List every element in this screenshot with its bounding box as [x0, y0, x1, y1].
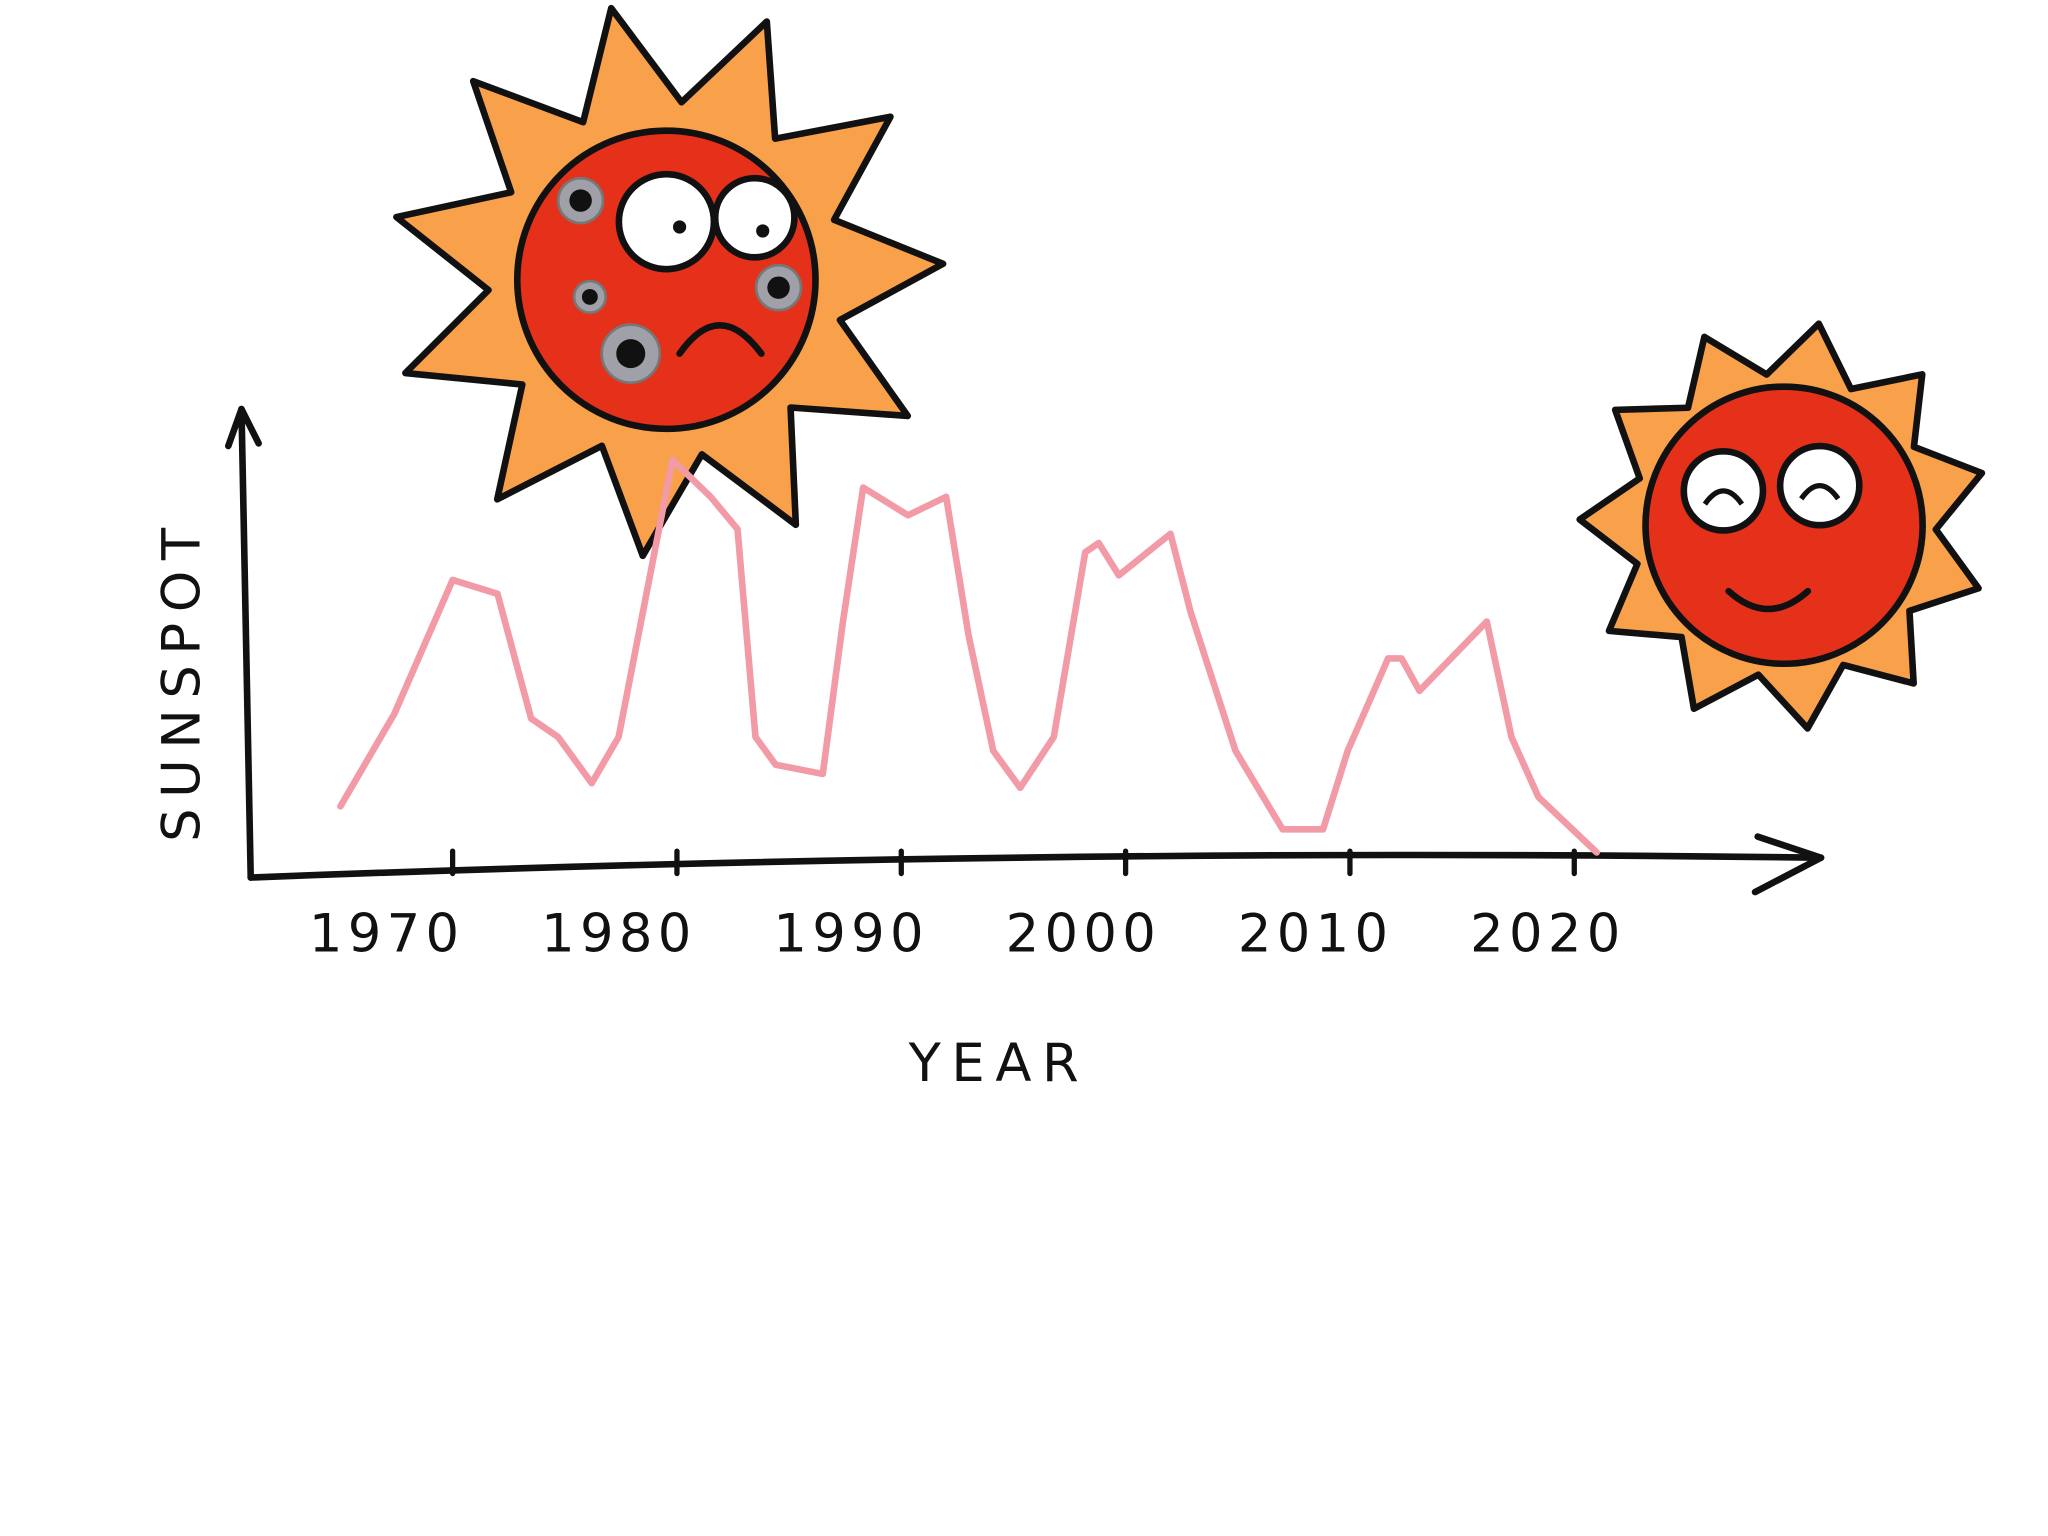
sunspot-core: [569, 189, 592, 212]
x-tick-label: 1990: [773, 904, 928, 965]
eye: [711, 174, 798, 261]
sun-disc: [1642, 383, 1926, 668]
eye-smile: [1799, 483, 1841, 501]
x-tick-label: 2020: [1470, 904, 1625, 965]
y-axis-arrow: [224, 405, 262, 450]
sunspot-core: [581, 288, 598, 305]
eye-smile: [1702, 488, 1745, 506]
sunspot-core: [767, 276, 790, 299]
decoration: [393, 4, 1986, 732]
smile: [1725, 587, 1812, 613]
eye: [615, 170, 718, 273]
x-tick-label: 2000: [1006, 904, 1161, 965]
frown: [676, 322, 765, 357]
x-axis-label: YEAR: [908, 1033, 1090, 1094]
y-axis-label: SUNSPOT: [151, 517, 212, 842]
pupil: [672, 220, 687, 234]
x-tick-label: 1970: [309, 904, 464, 965]
sunspot-core: [616, 339, 646, 369]
y-axis: [238, 405, 255, 881]
line: [337, 456, 1600, 856]
x-tick-label: 1980: [541, 904, 696, 965]
x-axis: [247, 851, 1825, 881]
pupil: [756, 224, 770, 238]
x-tick-label: 2010: [1238, 904, 1393, 965]
x-axis-arrow: [1751, 833, 1825, 896]
